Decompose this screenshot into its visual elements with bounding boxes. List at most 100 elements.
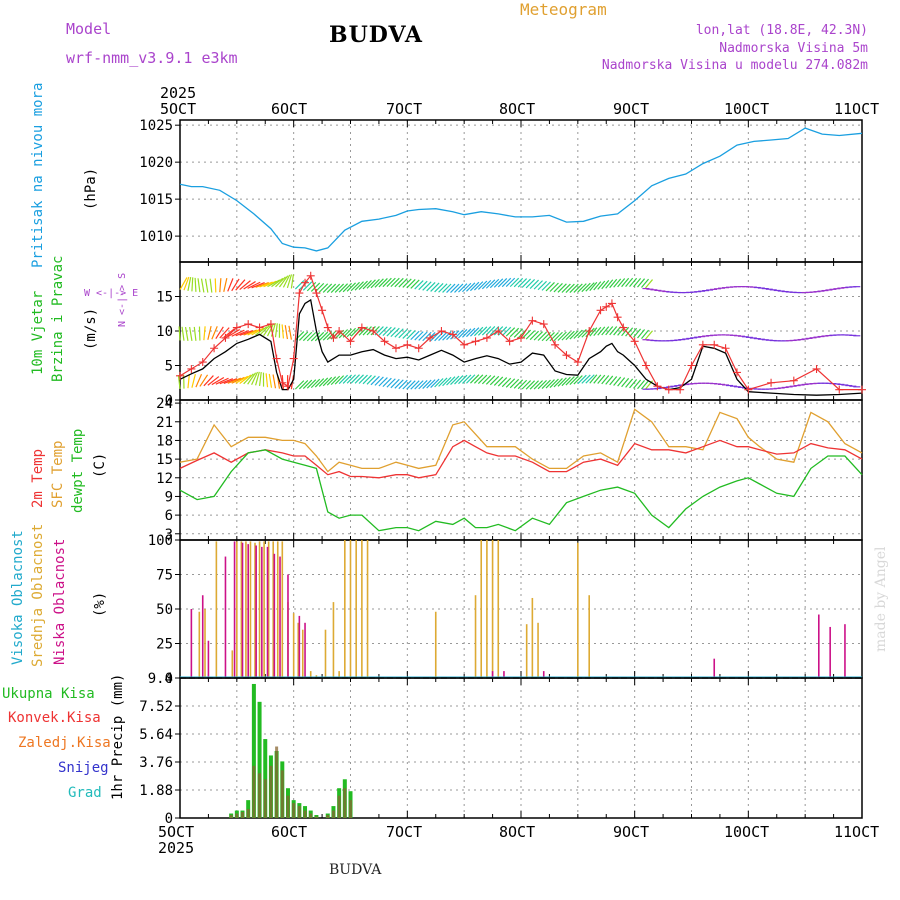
wind-arrow [243,329,257,336]
wind-arrow [268,373,273,388]
wind-arrow [414,280,424,290]
wind-arrow [601,326,610,336]
wind-gust-marker [528,316,537,325]
wind-arrow [589,281,598,292]
wind-gust-marker [369,327,378,335]
wind-gust-marker [301,278,310,287]
wind-arrow [613,278,622,288]
wind-arrow [259,281,273,288]
wind-arrow [298,331,309,341]
wind-arrow [243,281,256,290]
elevation-label: Nadmorska Visina 5m [719,41,868,56]
wind-arrow [194,277,197,292]
wind-arrow [517,278,528,288]
wind-gust-line [179,274,862,391]
wind-arrow [605,326,614,336]
wind-arrow [438,377,448,387]
wind-gust-marker [210,344,219,353]
precip-total-bar [257,701,262,818]
wind-gust-marker [551,340,560,349]
wind-arrow [338,374,349,385]
wind-arrow [211,326,218,340]
precip-konv-bar [343,788,347,818]
wind-arrow [529,380,540,390]
wind-arrow [263,323,273,336]
wind-arrow [223,278,228,292]
wind-arrow [581,374,591,384]
wind-arrow [306,281,317,292]
wind-arrow [235,279,246,291]
wind-arrow [450,283,460,293]
wind-arrow [197,278,201,293]
wind-arrow [199,374,209,387]
wind-gust-marker [596,306,605,315]
wind-arrow [466,327,476,338]
wind-arrow [561,376,571,387]
wind-arrow [641,380,650,390]
bottom-tick-label: 11OCT [834,823,880,841]
wind-arrow [521,380,532,390]
wind-arrow [446,330,456,341]
wind-arrow [533,331,543,341]
wind-arrow [609,326,618,336]
wind-arrow [239,280,251,291]
wind-arrow [577,328,587,339]
precip-konv-bar [292,803,296,818]
wind-arrow [513,328,524,338]
wind-arrow [477,374,488,384]
wind-arrow [621,277,630,288]
wind-arrow [354,281,364,291]
wind-arrow [565,376,575,386]
y-tick-label: 6 [165,508,173,524]
wind-arrow [370,375,380,386]
wind-arrow [513,379,524,389]
wind-arrow [469,281,480,292]
wind-arrow [318,283,329,293]
wind-arrow [469,374,480,384]
wind-gust-marker [437,327,446,335]
wind-gust-marker [676,385,685,394]
wind-arrow [509,327,520,338]
wind-arrow [473,326,484,337]
wind-arrow [290,274,294,289]
year-bottom: 2025 [158,839,195,857]
wind-arrow [422,331,432,342]
wind-gust-marker [357,323,366,332]
bottom-tick-label: 7OCT [386,823,423,841]
wind-arrow [541,379,551,389]
wind-arrow [569,330,579,340]
wind-arrow [310,378,321,389]
wind-arrow [414,331,424,341]
wind-arrow [326,376,337,386]
pressure-panel: 1010 1015 1020 1025 [139,118,863,263]
wind-arrow [521,278,532,288]
wind-arrow [434,378,444,388]
wind-arrow [621,377,630,388]
wind-arrow [418,331,428,341]
wind-arrow [247,281,261,289]
wind-gust-marker [789,376,798,385]
wind-arrow [517,379,528,390]
wind-gust-marker [642,361,651,370]
wind-arrow [561,283,571,293]
wind-arrow [406,279,416,289]
wind-arrow [209,278,213,293]
wind-arrow [378,278,388,288]
wind-arrow [410,330,420,341]
wind-arrow [178,326,181,341]
y-tick-label: 5 [165,359,173,375]
wind-arrow [565,330,575,341]
wind-arrow [537,280,547,291]
wind-arrow [430,282,440,292]
y-tick-label: 12 [156,471,173,487]
wind-gust-marker [835,385,844,394]
wind-arrow [553,378,563,388]
wind-arrow [601,375,610,385]
coords-label: lon,lat (18.8E, 42.3N) [695,23,868,38]
wind-arrow [330,375,341,386]
wind-arrow [418,280,428,291]
wind-arrow [183,276,190,291]
wind-arrow [561,331,571,341]
wind-arrow [350,374,360,384]
wind-gust-marker [448,330,457,339]
